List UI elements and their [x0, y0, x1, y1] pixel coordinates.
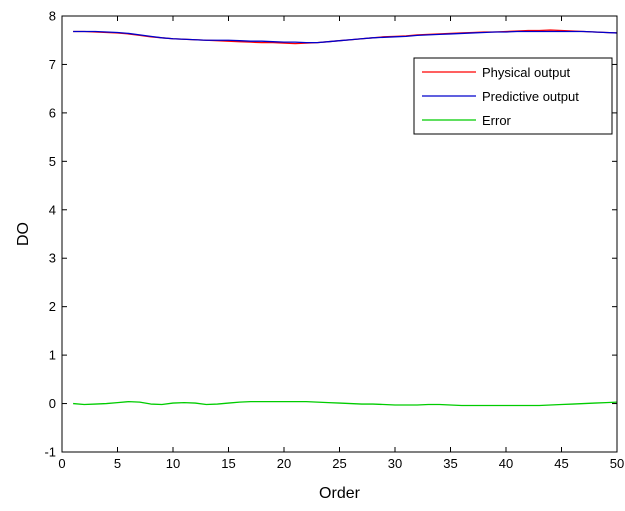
y-tick-label: 0	[49, 396, 56, 411]
y-tick-label: -1	[44, 445, 56, 460]
y-tick-label: 2	[49, 299, 56, 314]
x-tick-label: 30	[388, 456, 402, 471]
y-tick-label: 1	[49, 348, 56, 363]
x-tick-label: 45	[554, 456, 568, 471]
legend-label-physical-output: Physical output	[482, 65, 571, 80]
legend: Physical output Predictive output Error	[413, 57, 613, 135]
x-tick-label: 40	[499, 456, 513, 471]
y-tick-label: 7	[49, 57, 56, 72]
x-tick-label: 50	[610, 456, 624, 471]
y-tick-label: 8	[49, 9, 56, 24]
x-tick-label: 5	[114, 456, 121, 471]
y-tick-label: 3	[49, 251, 56, 266]
x-tick-label: 35	[443, 456, 457, 471]
y-axis: -1 0 1 2 3 4 5 6 7 8	[44, 9, 617, 460]
series-line-predictive-output	[73, 30, 618, 44]
x-tick-label: 0	[58, 456, 65, 471]
x-tick-label: 10	[166, 456, 180, 471]
y-tick-label: 4	[49, 202, 56, 217]
legend-label-predictive-output: Predictive output	[482, 89, 579, 104]
x-tick-label: 20	[277, 456, 291, 471]
x-tick-label: 15	[221, 456, 235, 471]
legend-label-error: Error	[482, 113, 512, 128]
x-axis-title: Order	[319, 485, 361, 502]
x-axis: 0 5 10 15 20 25 30 35 40 45 50	[58, 16, 624, 471]
x-tick-label: 25	[332, 456, 346, 471]
y-axis-title: DO	[15, 222, 32, 246]
series-line-error	[73, 400, 618, 407]
y-tick-label: 6	[49, 105, 56, 120]
y-tick-label: 5	[49, 154, 56, 169]
series-layer	[73, 29, 618, 407]
